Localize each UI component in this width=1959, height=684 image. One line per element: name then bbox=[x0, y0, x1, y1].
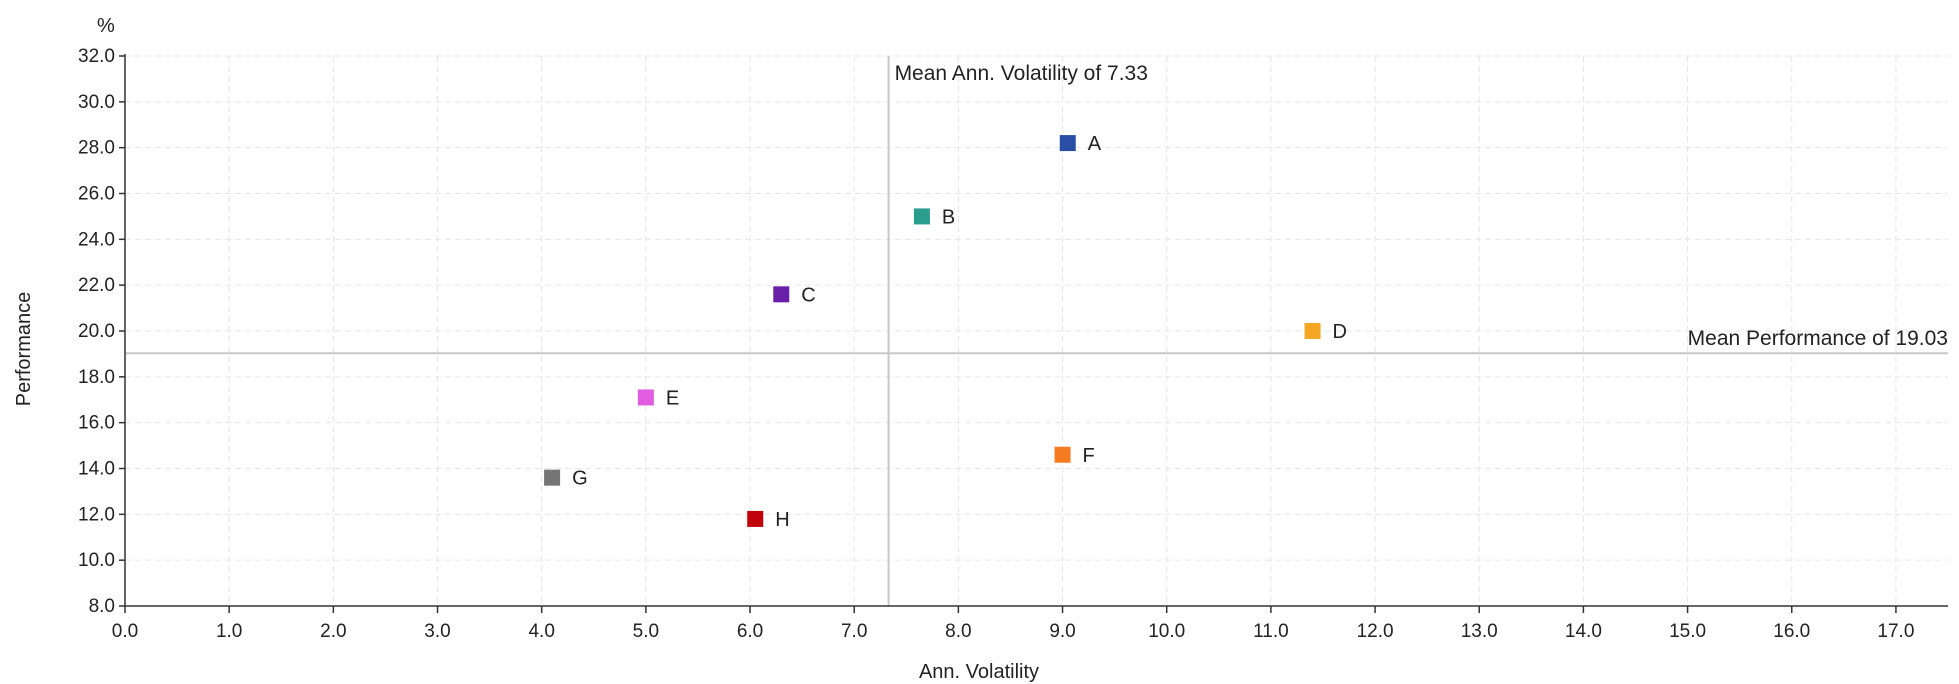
x-tick-label: 1.0 bbox=[216, 621, 242, 642]
y-axis-title: Performance bbox=[13, 292, 35, 407]
y-axis-unit: % bbox=[97, 15, 115, 37]
x-tick-label: 16.0 bbox=[1773, 621, 1810, 642]
x-tick-label: 10.0 bbox=[1148, 621, 1185, 642]
point-label-b: B bbox=[942, 206, 955, 228]
x-tick-label: 0.0 bbox=[112, 621, 138, 642]
point-label-a: A bbox=[1088, 133, 1102, 155]
x-tick-label: 3.0 bbox=[424, 621, 450, 642]
y-tick-label: 8.0 bbox=[89, 596, 115, 617]
scatter-point-g bbox=[544, 469, 561, 486]
scatter-point-h bbox=[747, 510, 764, 527]
y-tick-label: 24.0 bbox=[78, 229, 115, 250]
x-tick-label: 13.0 bbox=[1461, 621, 1498, 642]
x-tick-label: 7.0 bbox=[841, 621, 867, 642]
x-tick-label: 4.0 bbox=[528, 621, 554, 642]
y-tick-label: 28.0 bbox=[78, 138, 115, 159]
point-label-e: E bbox=[666, 387, 679, 409]
y-tick-label: 30.0 bbox=[78, 92, 115, 113]
mean-performance-label: Mean Performance of 19.03 bbox=[1688, 327, 1948, 350]
y-tick-label: 20.0 bbox=[78, 321, 115, 342]
scatter-point-d bbox=[1304, 323, 1321, 339]
y-tick-label: 32.0 bbox=[78, 46, 115, 67]
x-tick-label: 9.0 bbox=[1049, 621, 1075, 642]
scatter-point-e bbox=[637, 389, 654, 406]
grid-lines bbox=[125, 55, 1948, 606]
scatter-point-c bbox=[773, 286, 790, 303]
x-tick-label: 17.0 bbox=[1877, 621, 1914, 642]
x-tick-label: 15.0 bbox=[1669, 621, 1706, 642]
x-axis-title: Ann. Volatility bbox=[919, 661, 1039, 683]
scatter-point-f bbox=[1054, 446, 1071, 463]
point-label-c: C bbox=[801, 284, 815, 306]
point-label-h: H bbox=[775, 509, 789, 531]
x-tick-label: 5.0 bbox=[633, 621, 659, 642]
point-label-g: G bbox=[572, 468, 588, 490]
data-points: A B C D E F G H bbox=[544, 133, 1347, 531]
y-tick-label: 10.0 bbox=[78, 550, 115, 571]
y-tick-label: 18.0 bbox=[78, 367, 115, 388]
y-tick-label: 26.0 bbox=[78, 184, 115, 205]
point-label-f: F bbox=[1083, 445, 1095, 467]
x-tick-label: 6.0 bbox=[737, 621, 763, 642]
x-tick-label: 14.0 bbox=[1565, 621, 1602, 642]
x-tick-label: 8.0 bbox=[945, 621, 971, 642]
x-tick-label: 12.0 bbox=[1357, 621, 1394, 642]
scatter-point-a bbox=[1059, 135, 1076, 152]
x-tick-label: 11.0 bbox=[1253, 621, 1289, 642]
point-label-d: D bbox=[1333, 321, 1347, 343]
x-tick-label: 2.0 bbox=[320, 621, 346, 642]
y-tick-label: 22.0 bbox=[78, 275, 115, 296]
y-tick-label: 16.0 bbox=[78, 413, 115, 434]
y-tick-label: 14.0 bbox=[78, 459, 115, 480]
mean-volatility-label: Mean Ann. Volatility of 7.33 bbox=[895, 62, 1148, 85]
scatter-point-b bbox=[913, 208, 930, 225]
y-tick-label: 12.0 bbox=[78, 504, 115, 525]
reference-lines: Mean Ann. Volatility of 7.33 Mean Perform… bbox=[125, 56, 1948, 606]
axes: 8.0 10.0 12.0 14.0 16.0 18.0 20.0 22.0 24.0 26.0 2… bbox=[78, 46, 1948, 642]
